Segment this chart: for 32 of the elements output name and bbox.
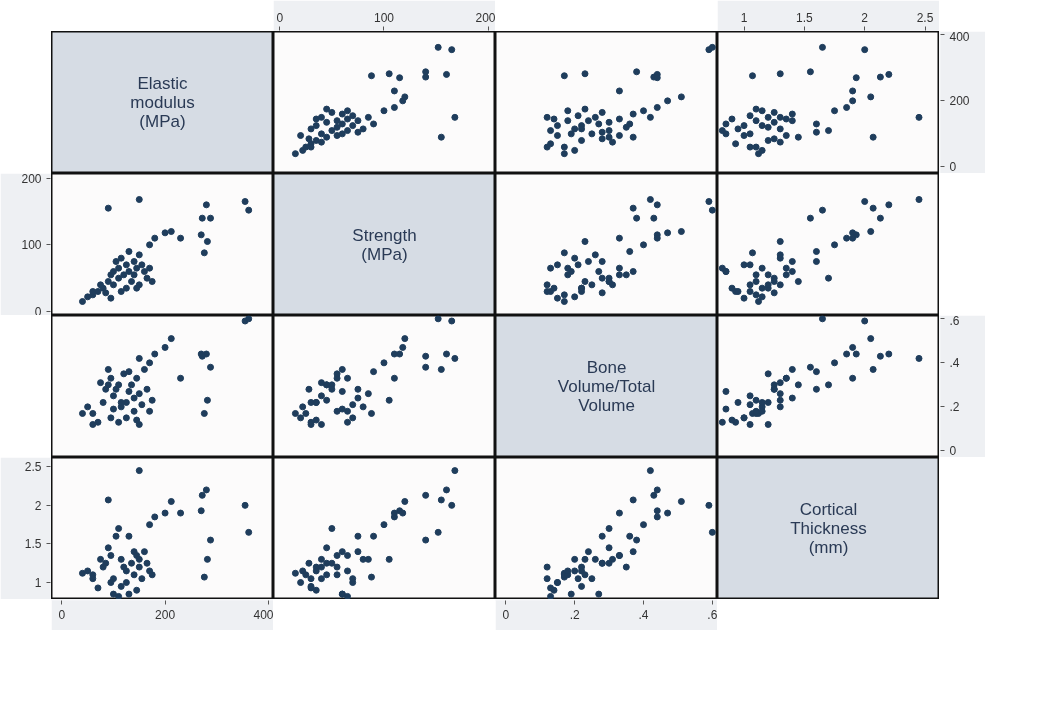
y-tick-label: .6 [949,313,960,328]
y-tick-label: 2.5 [24,460,42,475]
text: Elastic modulus (MPa) [130,74,195,131]
y-tick-label: 0 [949,160,957,175]
x-tick-label: 1 [740,10,748,25]
y-tick-label: 0 [949,444,957,459]
x-tick-label: 200 [155,607,176,622]
y-tick-label: 200 [949,94,970,109]
x-tick-label: 2 [861,10,869,25]
y-tick-label: 100 [21,238,42,253]
x-tick-label: .6 [707,607,718,622]
y-tick-label: .2 [949,400,960,415]
x-tick-label: 1.5 [796,10,814,25]
x-tick-label: 2.5 [916,10,934,25]
x-tick-label: 0 [58,607,66,622]
y-tick-label: 200 [21,171,42,186]
y-tick-label: 0 [34,304,42,319]
y-tick-label: 2 [34,498,42,513]
x-tick-label: 200 [475,10,496,25]
x-tick-label: 0 [502,607,510,622]
text: Bone Volume/Total Volume [557,358,656,415]
text: Cortical Thickness (mm) [790,500,867,557]
x-tick-label: .2 [569,607,580,622]
y-tick-label: .4 [949,356,960,371]
x-tick-label: 0 [276,10,284,25]
text: Strength (MPa) [352,225,417,264]
y-tick-label: 1.5 [24,537,42,552]
x-tick-label: .4 [638,607,649,622]
x-tick-label: 400 [253,607,274,622]
y-tick-label: 1 [34,576,42,591]
y-tick-label: 400 [949,29,970,44]
x-tick-label: 100 [373,10,395,25]
